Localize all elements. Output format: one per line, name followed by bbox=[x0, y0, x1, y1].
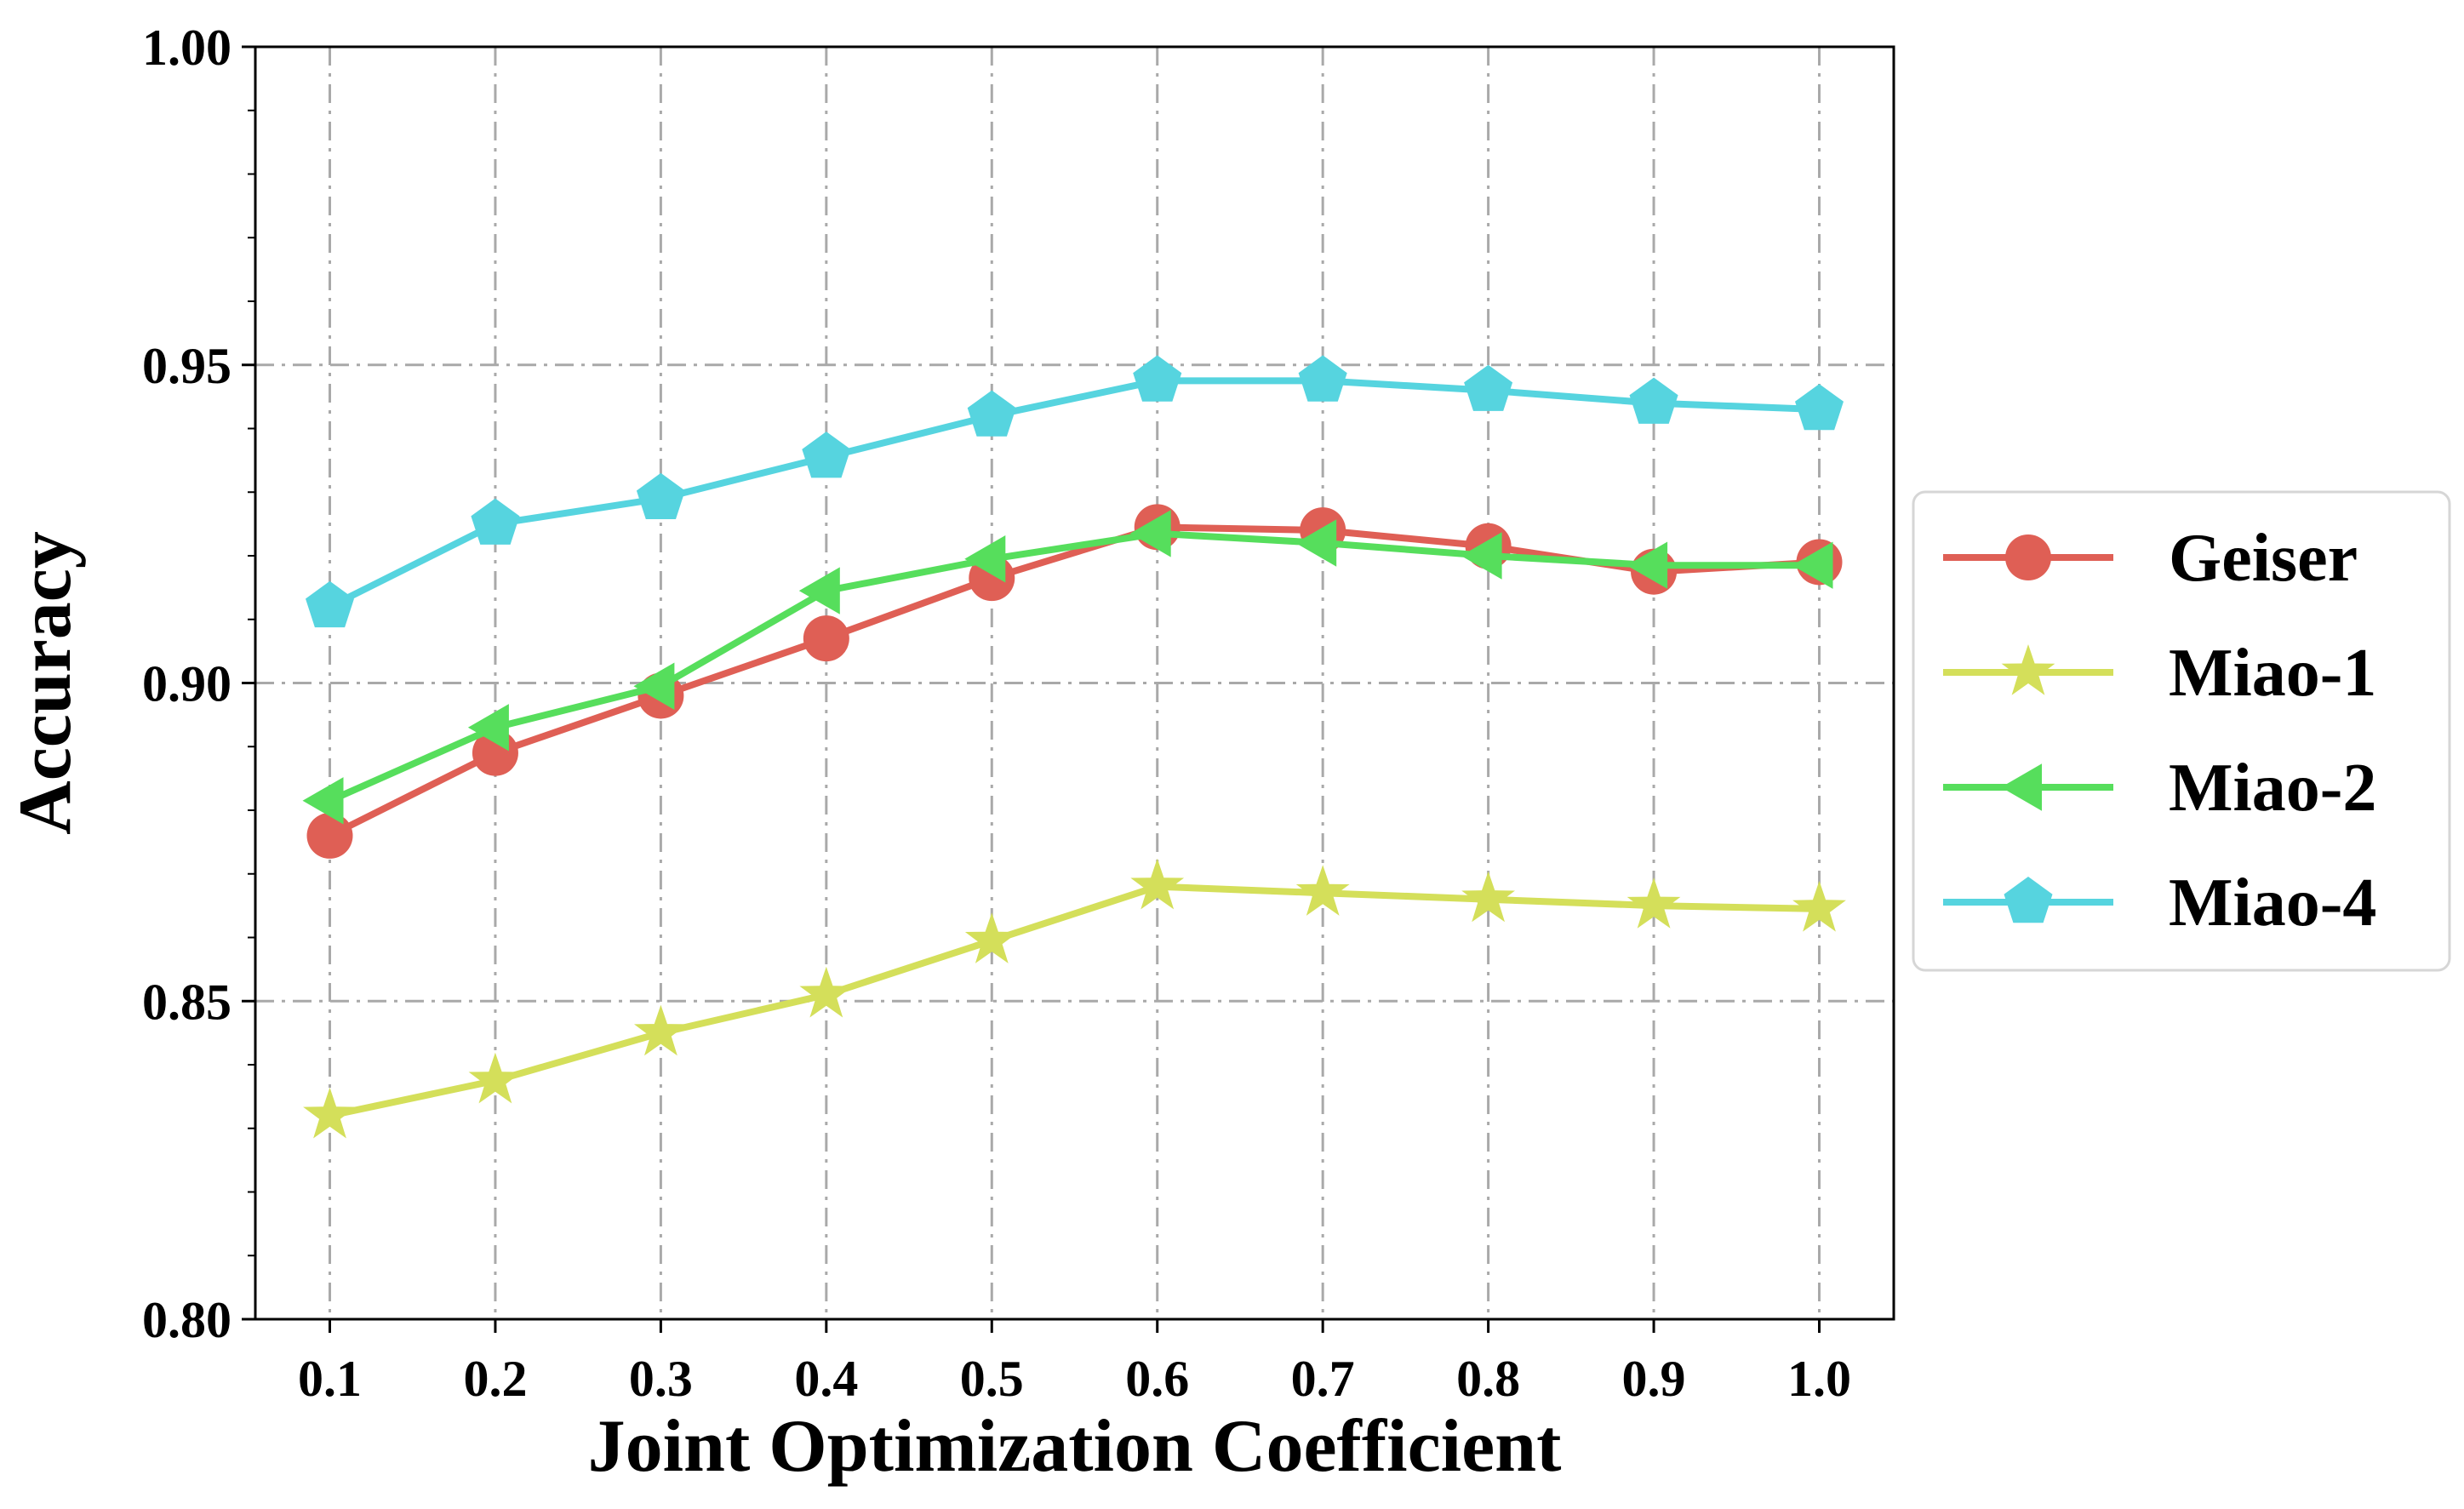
data-point-miao-4 bbox=[1298, 355, 1347, 402]
legend-item-miao-1: Miao-1 bbox=[1943, 636, 2376, 711]
x-tick-label: 0.7 bbox=[1291, 1351, 1355, 1407]
x-tick-label: 0.5 bbox=[960, 1351, 1024, 1407]
data-point-miao-1 bbox=[964, 912, 1019, 963]
data-point-miao-1 bbox=[468, 1052, 523, 1104]
data-point-miao-1 bbox=[1295, 865, 1350, 916]
data-point-miao-2 bbox=[1626, 541, 1668, 589]
legend-box bbox=[1912, 490, 2451, 972]
y-tick-label: 0.85 bbox=[142, 974, 232, 1030]
data-point-miao-2 bbox=[1461, 532, 1502, 580]
legend-item-geiser: Geiser bbox=[1943, 521, 2358, 596]
legend: Geiser Miao-1 Miao-2 Miao-4 bbox=[1912, 490, 2451, 972]
data-point-miao-2 bbox=[302, 777, 344, 825]
data-point-miao-2 bbox=[1129, 510, 1171, 557]
data-point-miao-4 bbox=[1795, 384, 1844, 431]
legend-marker bbox=[2001, 644, 2055, 695]
data-point-miao-1 bbox=[1130, 858, 1185, 910]
y-axis-title: Accuracy bbox=[4, 531, 87, 835]
x-tick-label: 0.6 bbox=[1125, 1351, 1189, 1407]
data-point-miao-4 bbox=[1133, 355, 1182, 402]
axes: 0.1 0.2 0.3 0.4 0.5 0.6 0.7 0.8 0.9 1.0 0.80 0.85 0.… bbox=[142, 20, 1851, 1407]
data-point-miao-2 bbox=[633, 662, 675, 710]
x-tick-label: 1.0 bbox=[1787, 1351, 1851, 1407]
data-point-miao-1 bbox=[799, 966, 854, 1018]
data-point-miao-1 bbox=[1626, 877, 1681, 929]
data-point-miao-2 bbox=[1792, 541, 1833, 589]
series-line-geiser bbox=[328, 523, 1820, 839]
data-point-miao-4 bbox=[306, 580, 354, 628]
x-tick-label: 0.4 bbox=[794, 1351, 858, 1407]
x-tick-label: 0.1 bbox=[298, 1351, 362, 1407]
legend-item-miao-4: Miao-4 bbox=[1943, 866, 2376, 940]
data-point-miao-1 bbox=[1461, 871, 1515, 923]
y-tick-label: 0.95 bbox=[142, 338, 232, 394]
legend-marker bbox=[2004, 877, 2053, 923]
data-point-miao-4 bbox=[802, 432, 851, 478]
series-miao-1 bbox=[303, 858, 1846, 1139]
data-point-miao-1 bbox=[634, 1004, 688, 1056]
x-tick-label: 0.8 bbox=[1456, 1351, 1520, 1407]
x-tick-label: 0.3 bbox=[629, 1351, 693, 1407]
legend-label: Miao-2 bbox=[2169, 751, 2376, 826]
legend-marker bbox=[2005, 534, 2051, 580]
grid bbox=[255, 45, 1894, 1321]
legend-label: Miao-4 bbox=[2169, 866, 2376, 940]
data-point-miao-1 bbox=[303, 1087, 357, 1139]
data-point-miao-2 bbox=[1295, 519, 1337, 567]
series-line-miao-1 bbox=[329, 883, 1820, 1119]
x-tick-label: 0.2 bbox=[463, 1351, 527, 1407]
data-point-geiser bbox=[803, 615, 849, 662]
x-axis-title: Joint Optimization Coefficient bbox=[588, 1405, 1562, 1488]
data-point-miao-4 bbox=[967, 390, 1016, 437]
legend-item-miao-2: Miao-2 bbox=[1943, 751, 2376, 826]
series-line-miao-4 bbox=[328, 377, 1820, 610]
series-line-miao-2 bbox=[328, 529, 1820, 804]
data-point-miao-4 bbox=[471, 498, 520, 545]
series-geiser bbox=[306, 504, 1843, 859]
series-miao-4 bbox=[306, 355, 1844, 628]
data-point-miao-2 bbox=[467, 704, 509, 752]
data-point-miao-4 bbox=[636, 472, 685, 519]
series-miao-2 bbox=[302, 510, 1833, 825]
legend-marker bbox=[2001, 763, 2042, 811]
data-point-miao-4 bbox=[1629, 377, 1678, 424]
data-point-miao-4 bbox=[1464, 364, 1513, 411]
data-point-miao-2 bbox=[798, 567, 840, 614]
y-tick-label: 1.00 bbox=[142, 20, 232, 76]
legend-label: Geiser bbox=[2169, 521, 2358, 596]
data-point-miao-1 bbox=[1792, 880, 1846, 932]
y-tick-label: 0.90 bbox=[142, 656, 232, 712]
y-tick-label: 0.80 bbox=[142, 1292, 232, 1348]
x-tick-label: 0.9 bbox=[1622, 1351, 1686, 1407]
data-point-miao-2 bbox=[964, 535, 1006, 583]
data-point-geiser bbox=[306, 812, 353, 859]
legend-label: Miao-1 bbox=[2169, 636, 2376, 711]
series-layer bbox=[302, 355, 1846, 1139]
